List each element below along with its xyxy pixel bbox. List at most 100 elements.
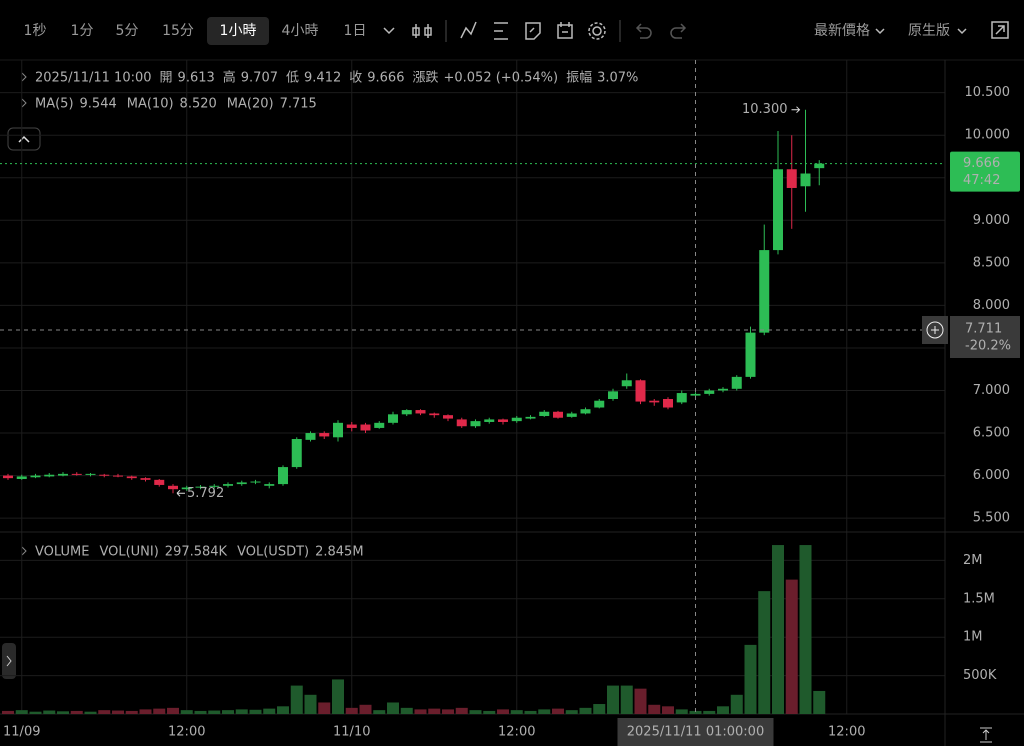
volume-bar <box>785 579 798 714</box>
interval-button[interactable]: 4小時 <box>282 23 319 39</box>
volume-bar <box>263 708 276 714</box>
volume-bar <box>538 709 551 714</box>
volume-bar <box>593 704 606 714</box>
y-tick-label: 10.000 <box>965 128 1011 143</box>
calendar-icon[interactable] <box>557 22 573 39</box>
legend-text: 2025/11/11 10:00 <box>35 71 152 86</box>
candle-type[interactable] <box>412 24 432 38</box>
toolbar-icons[interactable] <box>383 20 1009 42</box>
candle-body <box>745 332 756 377</box>
volume-bar <box>497 709 509 714</box>
legend-text: VOL(USDT) <box>237 545 309 560</box>
y-tick-label: 9.000 <box>973 213 1010 228</box>
volume-bar <box>579 707 592 714</box>
ma-toggle[interactable] <box>21 98 27 108</box>
volume-bar <box>414 709 427 714</box>
crosshair-price-box <box>950 315 1020 358</box>
candle-body <box>759 250 770 333</box>
candle-body <box>250 481 261 483</box>
volume-bar <box>510 710 523 714</box>
fullscreen[interactable] <box>991 21 1009 39</box>
volume-bar <box>332 679 344 714</box>
interval-button[interactable]: 1分 <box>71 23 94 39</box>
redo[interactable] <box>670 23 687 39</box>
interval-more[interactable] <box>383 27 395 35</box>
add-alert-plus <box>931 325 939 334</box>
scale-toggle[interactable] <box>980 727 992 743</box>
volume-toggle[interactable] <box>21 546 27 556</box>
volume-bar <box>442 709 454 714</box>
volume-bar <box>772 545 784 714</box>
interval-button[interactable]: 5分 <box>116 23 139 39</box>
candle-body <box>44 474 55 477</box>
undo[interactable] <box>635 23 652 39</box>
x-tick-label: 12:00 <box>828 725 865 740</box>
add-alert-icon <box>926 321 944 339</box>
version[interactable]: 原生版 <box>908 23 950 39</box>
y-tick-label: 7.000 <box>973 383 1010 398</box>
candle-body <box>800 173 811 187</box>
candle-body <box>429 413 440 416</box>
volume-bar <box>607 685 619 714</box>
list-icon[interactable] <box>494 22 508 40</box>
candle-body <box>195 486 206 488</box>
y-tick-label: 500K <box>963 668 997 683</box>
volume-bar <box>758 591 771 714</box>
price-type[interactable]: 最新價格 <box>814 22 870 39</box>
draw-icon[interactable] <box>525 22 541 40</box>
crosshair-time: 2025/11/11 01:00:00 <box>627 725 764 740</box>
y-tick-label: 8.500 <box>973 255 1010 270</box>
interval-button[interactable]: 1小時 <box>220 23 257 39</box>
version-chevron[interactable] <box>957 28 967 35</box>
volume-bar <box>167 707 179 714</box>
indicator-icon[interactable] <box>460 21 477 39</box>
legend-text: 9.613 <box>178 71 215 86</box>
volume-bar <box>235 709 248 714</box>
legend-text: 9.707 <box>241 71 278 86</box>
candle-body <box>126 476 137 479</box>
legend-text: 2.845M <box>315 545 363 560</box>
volume-bar <box>675 709 688 714</box>
candle-body <box>99 474 110 476</box>
crosshair-time-box <box>617 718 774 746</box>
candle-body <box>360 424 371 431</box>
volume-bar <box>634 688 647 714</box>
candle-body <box>553 411 563 418</box>
interval-button[interactable]: 15分 <box>162 23 194 39</box>
candle-body <box>621 380 632 387</box>
legend-text: 297.584K <box>165 545 228 560</box>
x-tick-label: 12:00 <box>168 725 205 740</box>
volume-bar <box>400 707 413 714</box>
legend-toggle[interactable] <box>21 72 27 82</box>
volume-bar <box>428 708 441 714</box>
min-arrow <box>176 489 185 497</box>
candle-body <box>154 479 165 485</box>
active-interval-bg <box>207 17 269 45</box>
y-tick-label: 1.5M <box>963 591 995 606</box>
candle-body <box>456 419 467 427</box>
candle-body <box>291 438 302 468</box>
add-alert[interactable] <box>922 315 948 344</box>
candle-body <box>443 415 453 419</box>
candle-body <box>814 163 825 169</box>
crosshair-change: -20.2% <box>965 338 1011 353</box>
interval-button[interactable]: 1秒 <box>24 23 47 39</box>
volume-bar <box>112 710 124 714</box>
candle-body <box>525 416 536 419</box>
candle-body <box>278 467 288 485</box>
side-expand[interactable] <box>2 643 16 679</box>
last-price-label: 9.666 <box>963 156 1000 171</box>
price-type-chevron[interactable] <box>875 28 885 35</box>
volume-bar <box>345 707 358 714</box>
settings-icon[interactable] <box>592 26 602 36</box>
candle-body <box>676 393 687 403</box>
candle-body <box>209 485 220 487</box>
candle-body <box>415 410 426 414</box>
collapse-button[interactable] <box>7 127 41 151</box>
candle-body <box>539 411 550 417</box>
volume-bar <box>15 710 28 714</box>
volume-bar <box>565 710 578 714</box>
interval-button[interactable]: 1日 <box>344 23 367 39</box>
